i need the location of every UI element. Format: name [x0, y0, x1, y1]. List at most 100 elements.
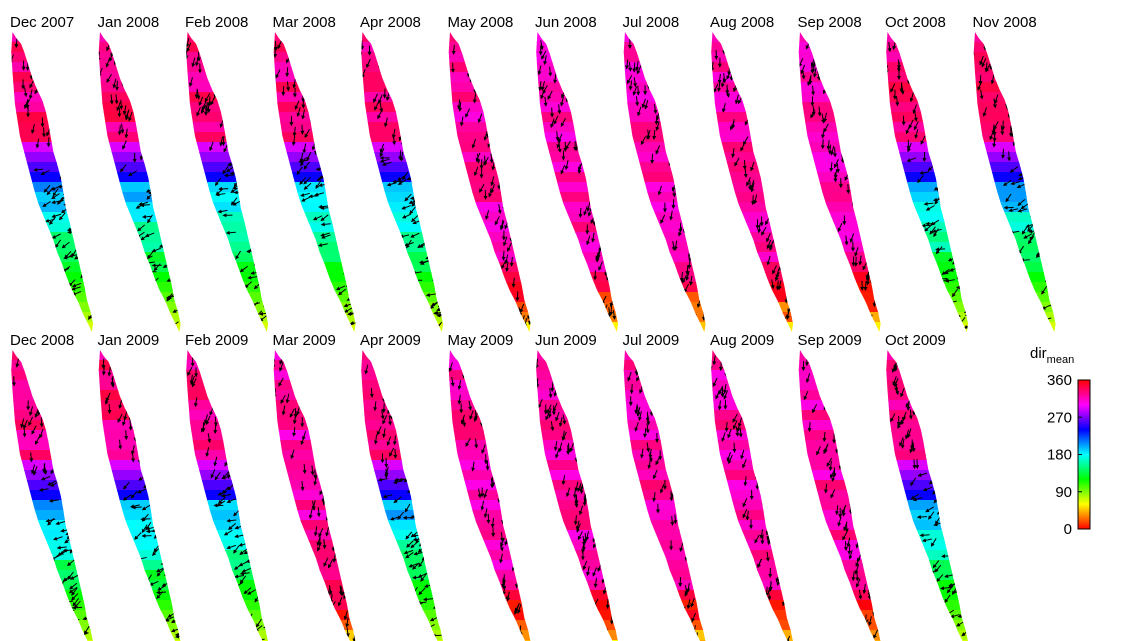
direction-band — [711, 302, 794, 313]
wind-arrow — [62, 188, 71, 195]
direction-band — [711, 540, 794, 551]
wind-arrow — [615, 612, 619, 623]
direction-band — [98, 480, 181, 491]
wind-arrow — [171, 284, 181, 290]
direction-band — [273, 242, 356, 253]
wind-arrow — [239, 548, 248, 556]
wind-arrow — [352, 603, 356, 614]
direction-band — [361, 460, 444, 471]
wind-arrow — [55, 521, 66, 526]
wind-arrow — [500, 496, 505, 507]
wind-arrow — [483, 508, 488, 519]
wind-arrow — [536, 358, 539, 369]
wind-arrow — [821, 128, 826, 139]
direction-band — [11, 242, 94, 253]
direction-band — [886, 112, 969, 123]
direction-band — [448, 610, 531, 621]
wind-arrow — [1027, 191, 1035, 200]
wind-arrow — [515, 636, 521, 641]
direction-band — [711, 570, 794, 581]
wind-arrow — [500, 496, 505, 507]
wind-arrow — [773, 306, 779, 317]
map-panel: Jun 2008 — [535, 14, 619, 332]
direction-band — [623, 540, 706, 551]
wind-arrow — [829, 161, 834, 172]
direction-band — [11, 132, 94, 143]
wind-arrow — [23, 419, 28, 430]
wind-arrow — [677, 490, 682, 501]
wind-arrow — [564, 160, 569, 171]
wind-arrow — [480, 500, 485, 511]
wind-arrow — [644, 99, 649, 110]
wind-arrow — [566, 443, 571, 454]
wind-arrow — [1023, 233, 1033, 239]
wind-arrow — [1012, 136, 1018, 147]
wind-arrow — [925, 205, 935, 211]
wind-arrow — [692, 314, 697, 325]
wind-arrow — [504, 254, 509, 265]
wind-arrow — [438, 312, 444, 317]
direction-band — [361, 32, 444, 43]
wind-arrow — [22, 427, 27, 438]
direction-field — [623, 32, 706, 332]
wind-arrow — [757, 223, 762, 234]
direction-band — [273, 400, 356, 411]
direction-band — [11, 252, 94, 263]
direction-band — [98, 172, 181, 183]
wind-arrow — [1041, 285, 1048, 295]
wind-arrow — [239, 265, 248, 273]
direction-band — [448, 370, 531, 381]
direction-band — [186, 142, 269, 153]
direction-field — [536, 350, 619, 641]
wind-arrow — [530, 298, 531, 304]
wind-arrow — [659, 483, 665, 494]
wind-arrow — [378, 59, 382, 70]
wind-arrow — [688, 248, 694, 258]
direction-band — [11, 570, 94, 581]
panel-title: Oct 2009 — [885, 332, 946, 349]
direction-band — [973, 232, 1056, 243]
direction-band — [11, 410, 94, 421]
wind-arrow — [210, 96, 216, 106]
direction-band — [448, 550, 531, 561]
wind-arrow — [404, 503, 411, 513]
wind-arrow — [326, 512, 332, 521]
direction-field — [361, 350, 444, 641]
wind-arrow — [465, 108, 470, 118]
direction-band — [273, 32, 356, 43]
direction-band — [361, 282, 444, 293]
wind-arrow — [296, 107, 301, 117]
panel-title: Dec 2007 — [10, 14, 74, 31]
wind-arrow — [425, 292, 436, 297]
wind-arrow — [872, 272, 877, 283]
direction-band — [536, 282, 619, 293]
wind-arrow — [615, 278, 619, 289]
direction-band — [186, 610, 269, 621]
direction-band — [186, 510, 269, 521]
wind-arrow — [1005, 193, 1012, 203]
wind-arrow — [35, 435, 41, 445]
wind-arrow — [1002, 179, 1012, 186]
wind-arrow — [591, 516, 597, 527]
direction-band — [536, 62, 619, 73]
wind-arrow — [745, 510, 750, 521]
wind-arrow — [795, 281, 796, 290]
direction-band — [448, 530, 531, 541]
direction-band — [448, 500, 531, 511]
direction-band — [711, 490, 794, 501]
direction-band — [98, 500, 181, 511]
direction-band — [536, 242, 619, 253]
wind-arrow — [389, 516, 400, 521]
colorbar-title: dirmean — [1030, 345, 1074, 366]
direction-band — [623, 620, 706, 631]
wind-arrow — [1046, 262, 1054, 271]
wind-arrow — [315, 180, 322, 190]
direction-band — [273, 470, 356, 481]
direction-band — [11, 390, 94, 401]
wind-arrow — [203, 366, 208, 377]
wind-arrow — [540, 89, 545, 100]
direction-band — [886, 390, 969, 401]
panel-title: May 2009 — [448, 332, 514, 349]
direction-band — [448, 600, 531, 611]
wind-arrow — [274, 324, 279, 331]
